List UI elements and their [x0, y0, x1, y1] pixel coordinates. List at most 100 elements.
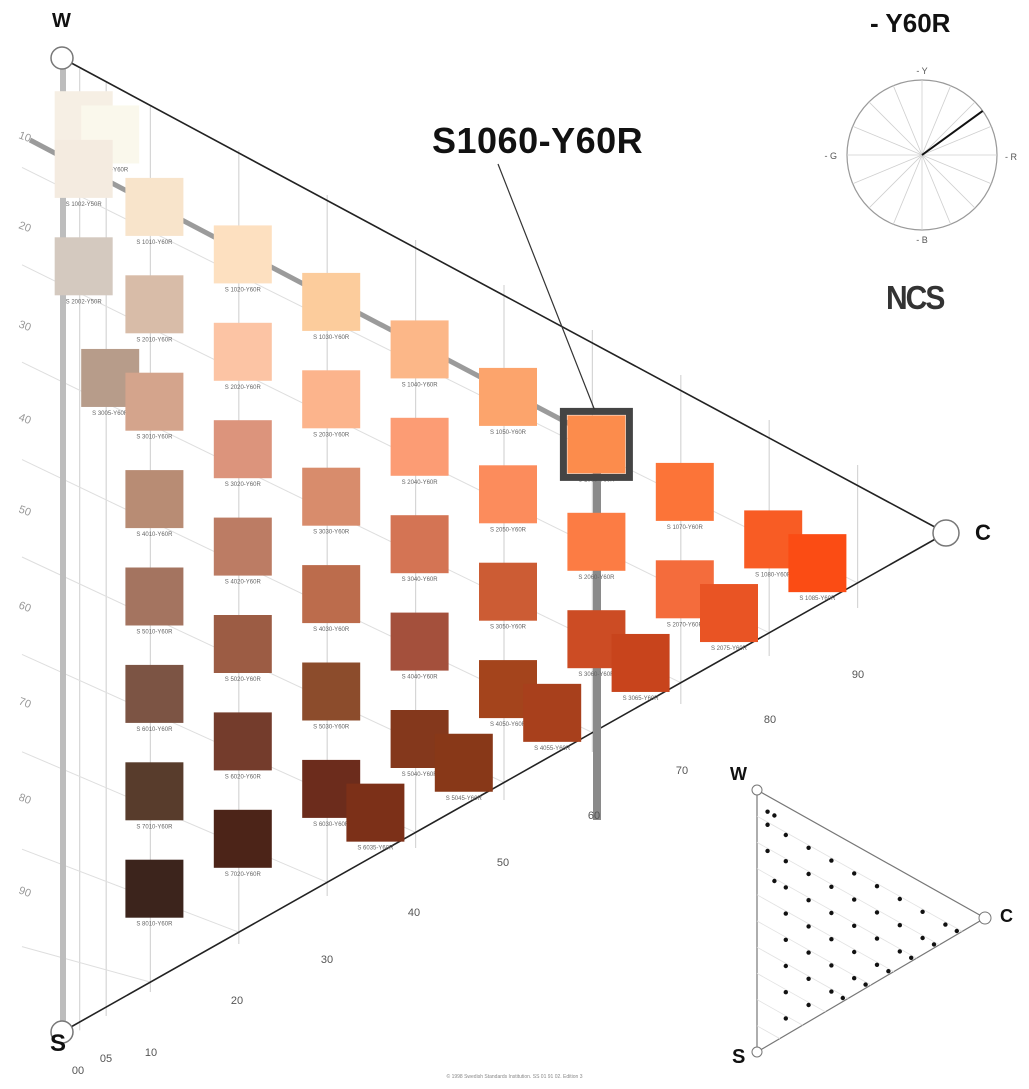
- mini-swatch-dot: [806, 871, 811, 877]
- swatch-color: [125, 664, 184, 723]
- swatch: S 4020-Y60R: [213, 517, 272, 586]
- swatch: S 1070-Y60R: [655, 462, 714, 531]
- mini-swatch-dot: [806, 924, 811, 929]
- swatch: S 7020-Y60R: [213, 809, 272, 878]
- swatch: S 3010-Y60R: [125, 372, 184, 441]
- swatch-color: [54, 139, 113, 198]
- swatch-code: S 3010-Y60R: [136, 435, 173, 441]
- white-corner-circle: [50, 46, 74, 70]
- swatch-color: [125, 470, 184, 529]
- copyright-footer: © 1998 Swedish Standards Institution. SS…: [446, 1074, 583, 1080]
- mini-guide: [756, 999, 803, 1026]
- mini-swatch-dot: [852, 923, 857, 928]
- swatch: S 1010-Y60R: [125, 177, 184, 246]
- swatch-color: [523, 683, 582, 742]
- swatch-color: [213, 322, 272, 381]
- swatch: S 6020-Y60R: [213, 712, 272, 780]
- mini-guide: [756, 842, 940, 946]
- swatch: S 5010-Y60R: [125, 567, 184, 636]
- swatch-code: S 3065-Y60R: [623, 696, 660, 702]
- swatch: S 2010-Y60R: [125, 275, 184, 343]
- swatch: S 5045-Y60R: [434, 733, 493, 802]
- mini-swatch-dot: [897, 923, 902, 928]
- swatch-color: [125, 567, 184, 626]
- swatch-code: S 7010-Y60R: [136, 824, 173, 830]
- mini-swatch-dot: [852, 871, 857, 876]
- mini-black-corner: [751, 1046, 763, 1058]
- scale-labels: 10 20 30 40 50 60 70 80 90 00 05 10 20 30 40 50 60 70 80 90…: [17, 66, 1018, 1077]
- blackness-row-label: 80: [17, 792, 33, 807]
- mini-guide: [756, 815, 963, 932]
- swatch-code: S 1070-Y60R: [667, 525, 704, 531]
- swatch: S 1020-Y60R: [213, 225, 272, 293]
- swatch-code: S 6010-Y60R: [136, 727, 173, 733]
- chromaticness-scale-label: 10: [145, 1047, 157, 1059]
- swatch-code: S 2060-Y60R: [578, 575, 615, 581]
- swatch-color: [390, 515, 449, 574]
- swatch: S 4055-Y60R: [523, 683, 582, 752]
- mini-swatch-dot: [829, 884, 834, 889]
- swatch-code: S 4040-Y60R: [402, 675, 439, 681]
- mini-swatch-dot: [874, 936, 880, 941]
- chromaticness-scale-label: 30: [321, 954, 333, 966]
- mini-swatch-dot: [783, 937, 788, 942]
- swatch-code: S 4010-Y60R: [136, 532, 173, 538]
- swatch-color: [479, 465, 537, 524]
- swatch-code: S 2070-Y60R: [667, 622, 704, 628]
- swatch: S 1030-Y60R: [302, 272, 361, 341]
- swatch: S 3040-Y60R: [390, 515, 449, 583]
- highlight-label: S1060-Y60R: [432, 120, 644, 161]
- swatch-code: S 5045-Y60R: [446, 796, 483, 802]
- swatch-color: [54, 237, 113, 296]
- swatch-code: S 7020-Y60R: [225, 872, 262, 878]
- hue-circle-label: - B: [916, 235, 928, 245]
- swatch-code: S 3020-Y60R: [225, 482, 262, 488]
- mini-guide: [756, 946, 849, 999]
- swatch: S 3030-Y60R: [302, 467, 361, 536]
- swatch-color: [302, 565, 361, 624]
- mini-swatch-dot: [829, 937, 834, 942]
- blackness-row-label: 30: [17, 319, 33, 334]
- swatch-color: [390, 417, 449, 476]
- mini-guide: [756, 973, 826, 1013]
- swatch-code: S 3060-Y60R: [578, 672, 615, 678]
- mini-guide: [756, 920, 872, 986]
- swatch-color: [125, 275, 184, 334]
- chromatic-corner-circle: [932, 519, 960, 547]
- mini-swatch-dot: [783, 911, 788, 916]
- swatch-code: S 6035-Y60R: [357, 846, 394, 852]
- swatch-code: S 3005-Y60R: [92, 411, 129, 417]
- swatch-code: S 4055-Y60R: [534, 746, 571, 752]
- mini-swatch-dot: [874, 884, 880, 889]
- chromaticness-scale-label: 90: [852, 669, 864, 681]
- black-corner-label: S: [50, 1030, 67, 1057]
- mini-swatch-dot: [783, 859, 788, 864]
- swatch-color: [125, 372, 184, 431]
- swatch-color: [302, 662, 361, 721]
- hue-circle-label: - Y: [916, 66, 927, 76]
- swatch: S 3020-Y60R: [213, 420, 272, 488]
- swatch-color: [479, 367, 537, 426]
- swatch-code: S 3030-Y60R: [313, 530, 350, 536]
- mini-swatch-dot: [829, 989, 834, 994]
- mini-swatch-dot: [829, 910, 834, 916]
- swatch-color: [213, 712, 272, 771]
- swatch-code: S 1085-Y60R: [799, 596, 836, 602]
- mini-chromatic-label: C: [1000, 906, 1013, 926]
- swatch-code: S 1050-Y60R: [490, 430, 527, 436]
- swatch-color: [434, 733, 493, 792]
- mini-white-label: W: [730, 764, 747, 784]
- swatch-code: S 4050-Y60R: [490, 722, 527, 728]
- chromaticness-scale-label: 20: [231, 995, 243, 1007]
- blackness-row-label: 20: [17, 220, 33, 235]
- mini-chromatic-corner: [978, 911, 992, 925]
- blackness-row-label: 60: [17, 600, 33, 615]
- swatch-color: [302, 370, 361, 429]
- blackness-guide: [21, 946, 151, 983]
- chromaticness-scale-label: 00: [72, 1065, 84, 1077]
- mini-swatch-dot: [806, 845, 811, 850]
- chromaticness-scale-label: 05: [100, 1053, 112, 1065]
- mini-swatch-dot: [806, 976, 811, 981]
- hue-title: - Y60R: [870, 8, 951, 38]
